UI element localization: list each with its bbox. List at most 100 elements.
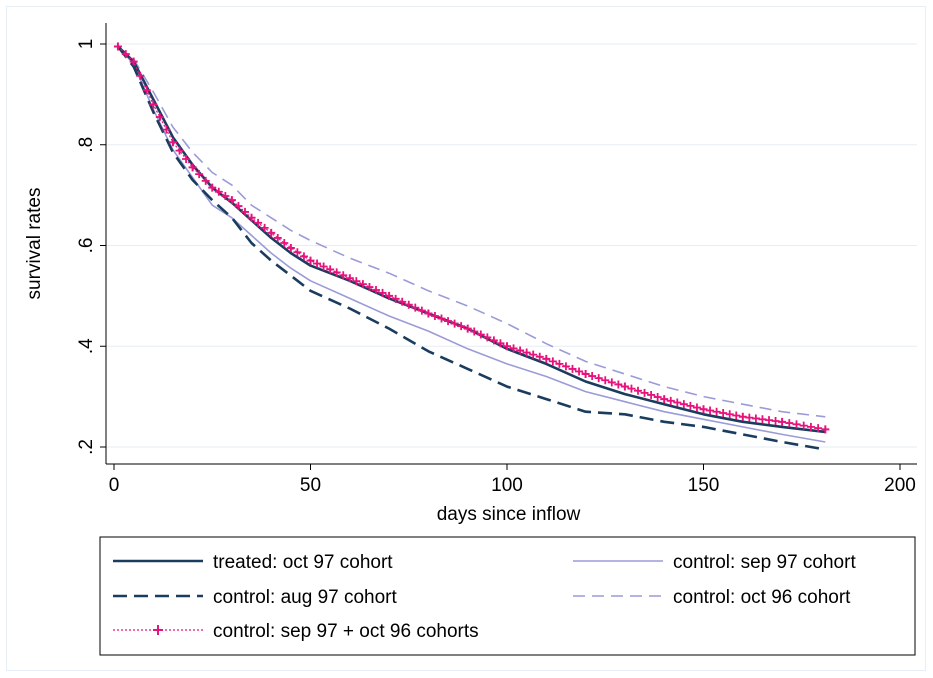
series-marker-4-18-2 [634,386,642,395]
series-line-3 [117,45,826,418]
series-marker-4-7-2 [260,223,269,232]
series-marker-4-11-3 [365,283,374,292]
series-marker-4-12-2 [398,297,407,306]
series-marker-4-1-1 [136,71,145,80]
legend-box [99,536,916,656]
series-marker-4-15 [503,342,511,351]
series-marker-4-18-4 [647,390,656,399]
series-marker-4-13-1 [430,312,439,321]
y-axis-title: survival rates [24,188,45,300]
series-marker-4-5-1 [214,187,223,196]
series-marker-4-18-5 [653,393,662,402]
series-marker-4-13-3 [444,317,453,326]
series-marker-4-22-5 [814,424,823,433]
legend: treated: oct 97 cohort control: sep 97 co… [99,536,916,656]
series-marker-4-1 [129,57,138,66]
series-marker-4-8-2 [280,238,289,247]
x-tick-label-0: 0 [109,475,120,496]
legend-label-2: control: aug 97 cohort [213,587,398,608]
series-marker-4-18-3 [640,388,649,397]
series-marker-4-6-1 [234,202,243,211]
series-marker-4-7-1 [254,218,263,227]
series-marker-4-10-2 [319,262,328,271]
series-marker-4-11-4 [372,285,380,294]
series-marker-4-19 [660,395,669,404]
legend-key-marker-4 [153,625,163,635]
series-marker-4-20-5 [732,411,741,420]
series-marker-4-1-2 [142,86,151,95]
series-marker-4-13-4 [450,319,459,328]
series-marker-4-11 [345,274,354,283]
series-marker-4-17-2 [594,374,603,383]
plot-area [106,23,917,464]
legend-label-0: treated: oct 97 cohort [213,552,393,573]
series-marker-4-17-1 [588,372,597,381]
series-marker-4-16-1 [548,357,557,366]
series-marker-4-9-2 [299,252,308,261]
series-marker-4-4-1 [195,170,204,179]
x-tick-label-4: 200 [884,475,916,496]
series-marker-4-20-3 [719,408,728,417]
series-marker-4-20 [699,405,708,414]
x-tick-label-2: 100 [491,475,523,496]
series-marker-4-13-2 [437,314,446,323]
y-tick-label-0: .2 [76,439,97,455]
series-marker-4-2 [149,100,158,109]
series-group [113,42,830,451]
series-marker-4-18-1 [627,384,636,393]
series-marker-4-13 [424,309,433,318]
series-marker-4-15-4 [529,350,538,359]
legend-label-1: control: sep 97 cohort [673,552,856,573]
series-marker-4-7 [247,213,256,222]
series-marker-4-4-2 [201,176,210,185]
series-marker-4-16-2 [555,359,564,368]
series-marker-4-0 [113,42,122,51]
series-marker-4-15-2 [516,346,525,355]
series-marker-4-14-3 [483,333,492,342]
y-tick-label-2: .6 [76,238,97,254]
legend-label-3: control: oct 96 cohort [673,587,851,608]
series-marker-4-20-2 [712,407,721,416]
series-marker-4-14-4 [489,336,498,345]
series-line-1 [117,45,826,443]
series-line-2 [116,45,826,451]
series-marker-4-9 [286,244,295,253]
series-marker-4-12-1 [391,294,400,303]
series-marker-4-22-3 [799,421,808,430]
series-marker-4-10-4 [332,268,341,277]
series-marker-4-10-5 [339,271,348,280]
series-marker-4-16 [542,354,551,363]
series-marker-4-15-1 [509,344,518,353]
series-marker-4-20-1 [706,406,715,415]
series-marker-4-13-5 [457,322,466,331]
series-marker-4-12-3 [404,300,413,309]
series-marker-4-2-2 [162,125,171,134]
series-marker-4-9-1 [293,248,302,257]
series-marker-4-11-5 [378,288,387,297]
series-marker-4-14 [463,324,472,333]
series-marker-4-8 [267,228,276,237]
series-marker-4-20-4 [725,410,734,419]
series-marker-4-4 [188,163,197,172]
grid-lines [106,23,917,464]
series-marker-4-11-2 [358,280,367,289]
series-marker-4-22-2 [792,420,801,429]
series-marker-4-17 [581,369,590,378]
series-marker-4-6 [227,196,236,205]
series-marker-4-17-4 [607,378,616,387]
series-marker-4-14-1 [470,327,479,336]
series-marker-4-3 [168,138,177,147]
series-marker-4-16-4 [568,364,577,373]
series-marker-4-19-5 [692,403,701,412]
series-marker-4-12-5 [417,306,426,315]
series-marker-4-19-3 [679,400,688,409]
series-marker-4-5 [208,183,217,192]
x-tick-label-3: 150 [688,475,720,496]
chart-border [6,6,926,671]
series-marker-4-22-4 [806,422,815,431]
series-marker-4-15-5 [535,352,544,361]
series-marker-4-19-4 [686,401,695,410]
series-marker-4-3-2 [182,155,191,164]
